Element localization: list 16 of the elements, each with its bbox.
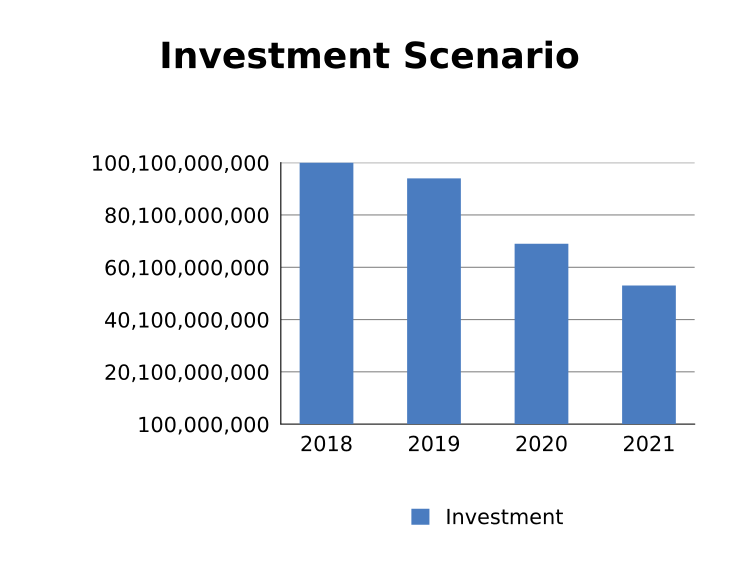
chart-title: Investment Scenario xyxy=(162,40,578,69)
y-tick-label: 40,100,000,000 xyxy=(105,312,268,330)
bar xyxy=(407,178,461,424)
x-tick-label: 2018 xyxy=(302,436,352,452)
bar xyxy=(514,244,568,424)
x-tick-label: 2019 xyxy=(409,436,460,452)
y-tick-label: 100,100,000,000 xyxy=(93,155,268,174)
y-tick-label: 80,100,000,000 xyxy=(105,207,268,226)
x-tick-label: 2021 xyxy=(624,436,674,452)
legend-label: Investment xyxy=(447,508,563,524)
y-tick-label: 60,100,000,000 xyxy=(105,260,268,278)
y-tick-label: 20,100,000,000 xyxy=(106,364,268,382)
bar xyxy=(622,286,676,424)
bar xyxy=(300,162,354,424)
y-tick-label: 100,000,000 xyxy=(139,416,268,434)
x-tick-label: 2020 xyxy=(516,436,567,452)
